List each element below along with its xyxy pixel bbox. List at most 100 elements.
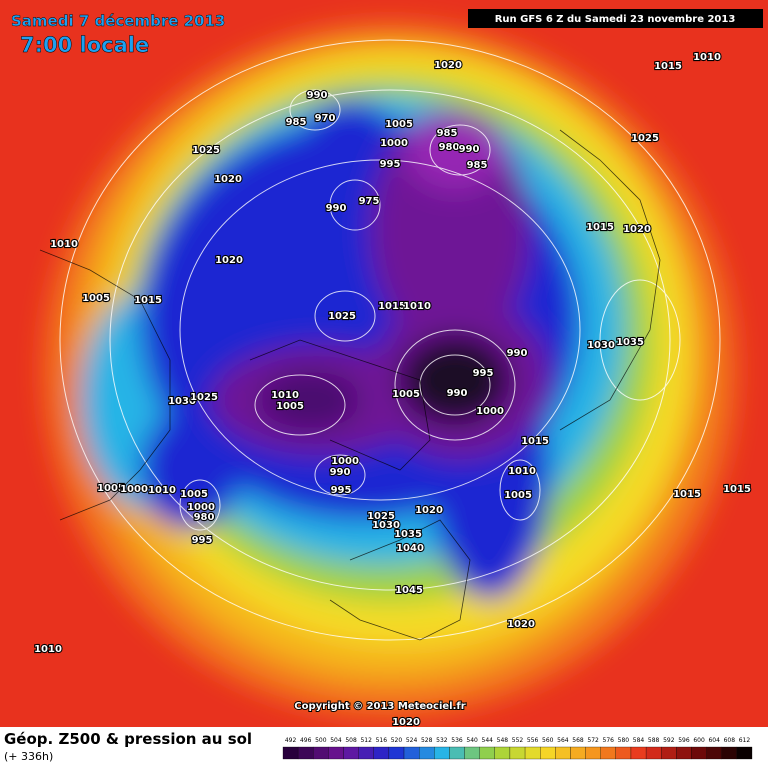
colorbar-swatch	[328, 746, 344, 760]
pressure-label: 1040	[396, 543, 424, 554]
colorbar-label: 604	[708, 737, 720, 744]
colorbar-label: 492	[285, 737, 297, 744]
colorbar-swatch	[297, 746, 314, 760]
pressure-label: 1025	[192, 145, 220, 156]
pressure-label: 980	[194, 512, 215, 523]
pressure-label: 1025	[631, 133, 659, 144]
pressure-label: 975	[359, 196, 380, 207]
colorbar-label: 584	[633, 737, 645, 744]
pressure-label: 1015	[654, 61, 682, 72]
pressure-label: 1035	[394, 529, 422, 540]
pressure-label: 1030	[372, 520, 400, 531]
colorbar-swatch	[676, 746, 692, 760]
colorbar-swatch	[736, 746, 753, 760]
colorbar-label: 496	[300, 737, 312, 744]
pressure-label: 1010	[34, 644, 62, 655]
pressure-label: 1010	[50, 239, 78, 250]
pressure-label: 1010	[403, 301, 431, 312]
pressure-label: 1000	[380, 138, 408, 149]
map	[0, 0, 768, 727]
colorbar-swatch	[358, 746, 374, 760]
pressure-label: 1005	[180, 489, 208, 500]
colorbar-label: 572	[587, 737, 599, 744]
pressure-label: 1020	[434, 60, 462, 71]
colorbar-label: 536	[451, 737, 463, 744]
pressure-label: 980	[439, 142, 460, 153]
colorbar-swatch	[403, 746, 420, 760]
pressure-label: 1005	[82, 293, 110, 304]
pressure-label: 1010	[148, 485, 176, 496]
pressure-label: 995	[192, 535, 213, 546]
pressure-label: 990	[459, 144, 480, 155]
colorbar-swatch	[661, 746, 677, 760]
copyright: Copyright © 2013 Meteociel.fr	[294, 701, 465, 712]
colorbar-label: 556	[527, 737, 539, 744]
colorbar-swatch	[464, 746, 480, 760]
pressure-label: 990	[330, 467, 351, 478]
time: 7:00 locale	[20, 33, 149, 57]
pressure-label: 1030	[587, 340, 615, 351]
run-box	[468, 9, 763, 28]
footer-subtitle: (+ 336h)	[4, 750, 53, 763]
pressure-label: 1025	[328, 311, 356, 322]
colorbar-label: 608	[724, 737, 736, 744]
colorbar-label: 516	[376, 737, 388, 744]
pressure-label: 1010	[508, 466, 536, 477]
colorbar-label: 564	[557, 737, 569, 744]
pressure-label: 1015	[586, 222, 614, 233]
run-info: Run GFS 6 Z du Samedi 23 novembre 2013	[495, 14, 736, 25]
pressure-label: 1025	[367, 511, 395, 522]
colorbar-label: 588	[648, 737, 660, 744]
colorbar-swatch	[570, 746, 586, 760]
pressure-label: 1030	[168, 396, 196, 407]
colorbar-swatch	[509, 746, 526, 760]
pressure-label: 1010	[693, 52, 721, 63]
pressure-label: 1000	[331, 456, 359, 467]
pressure-label: 1035	[616, 337, 644, 348]
colorbar-swatch	[419, 746, 435, 760]
colorbar-swatch	[373, 746, 390, 760]
pressure-label: 985	[437, 128, 458, 139]
colorbar-swatch	[540, 746, 556, 760]
pressure-label: 1000	[187, 502, 215, 513]
pressure-label: 1045	[395, 585, 423, 596]
pressure-label: 970	[315, 113, 336, 124]
colorbar-swatch	[434, 746, 450, 760]
pressure-label: 1015	[378, 301, 406, 312]
footer-title: Géop. Z500 & pression au sol	[4, 730, 252, 748]
colorbar-swatch	[600, 746, 616, 760]
colorbar-swatch	[388, 746, 405, 760]
pressure-label: 1015	[521, 436, 549, 447]
colorbar-swatch	[691, 746, 707, 760]
pressure-label: 1005	[97, 483, 125, 494]
colorbar-swatch	[555, 746, 571, 760]
colorbar-label: 568	[572, 737, 584, 744]
pressure-label: 1020	[215, 255, 243, 266]
pressure-label: 1005	[504, 490, 532, 501]
pressure-label: 1000	[476, 406, 504, 417]
pressure-label: 985	[467, 160, 488, 171]
pressure-label: 1005	[392, 389, 420, 400]
colorbar-swatch	[645, 746, 662, 760]
pressure-label: 1020	[392, 717, 420, 728]
pressure-label: 985	[286, 117, 307, 128]
colorbar-label: 528	[421, 737, 433, 744]
colorbar-swatch	[585, 746, 601, 760]
pressure-label: 995	[331, 485, 352, 496]
colorbar-label: 500	[315, 737, 327, 744]
colorbar-swatch	[343, 746, 359, 760]
colorbar-label: 552	[512, 737, 524, 744]
colorbar-swatch	[313, 746, 329, 760]
pressure-label: 990	[307, 90, 328, 101]
pressure-label: 1025	[190, 392, 218, 403]
pressure-label: 1020	[415, 505, 443, 516]
pressure-label: 1015	[723, 484, 751, 495]
pressure-label: 1015	[673, 489, 701, 500]
pressure-label: 995	[473, 368, 494, 379]
colorbar-label: 540	[466, 737, 478, 744]
colorbar-label: 532	[436, 737, 448, 744]
colorbar-label: 524	[406, 737, 418, 744]
